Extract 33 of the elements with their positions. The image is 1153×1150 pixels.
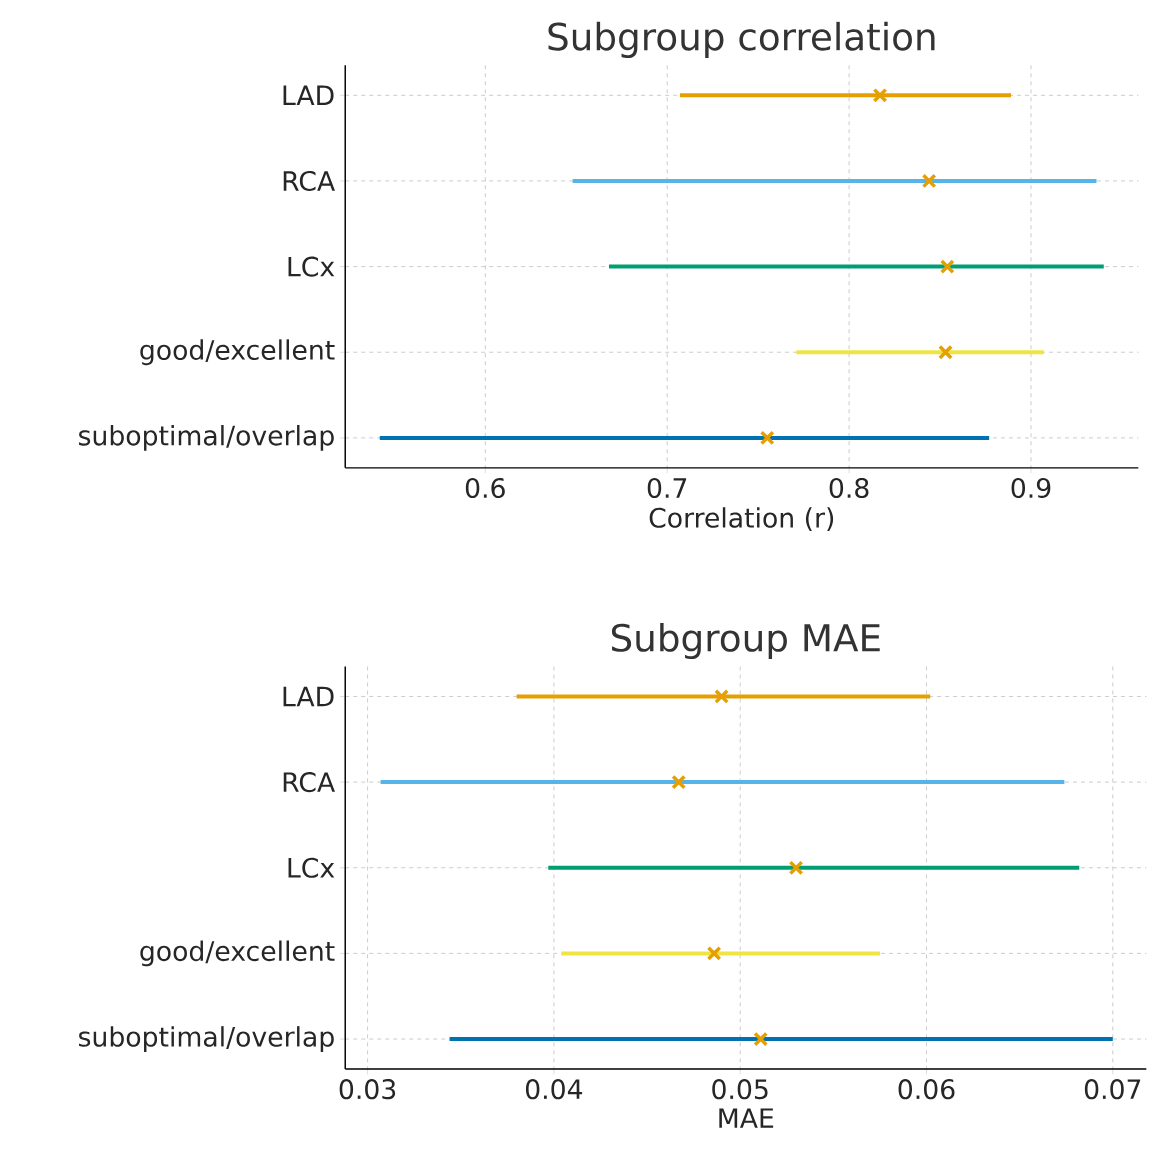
x-tick-label: 0.05 [712,1078,768,1100]
chart-title: Subgroup MAE [611,622,880,659]
y-tick-label: good/excellent [140,940,335,967]
y-tick-label: LCx [288,857,335,878]
y-tick-label: RCA [283,771,335,793]
point [714,688,729,704]
point [872,87,888,103]
y-tick-label: suboptimal/overlap [79,424,334,451]
point [939,259,955,274]
x-tick-label: 0.6 [465,477,505,498]
x-axis-title: Correlation (r) [649,507,834,531]
y-tick-label: good/excellent [140,339,335,365]
y-tick-label: LCx [288,256,335,277]
y-tick-label: LAD [283,85,334,105]
point [788,860,804,875]
y-tick-label: RCA [283,170,335,191]
point [921,173,937,189]
y-tick-label: LAD [283,686,334,707]
x-tick-label: 0.9 [1011,477,1051,498]
x-tick-label: 0.8 [829,477,869,498]
chart-title: Subgroup correlation [548,21,935,58]
point [706,945,722,961]
x-tick-label: 0.04 [525,1078,583,1100]
point [938,344,953,360]
x-tick-label: 0.03 [339,1078,396,1100]
x-axis-title: MAE [719,1108,774,1128]
point [753,1031,769,1047]
x-tick-label: 0.07 [1084,1078,1141,1100]
x-tick-label: 0.7 [647,477,687,498]
point [671,774,687,790]
x-tick-label: 0.06 [898,1078,955,1100]
y-tick-label: suboptimal/overlap [79,1026,334,1052]
point [759,430,775,446]
